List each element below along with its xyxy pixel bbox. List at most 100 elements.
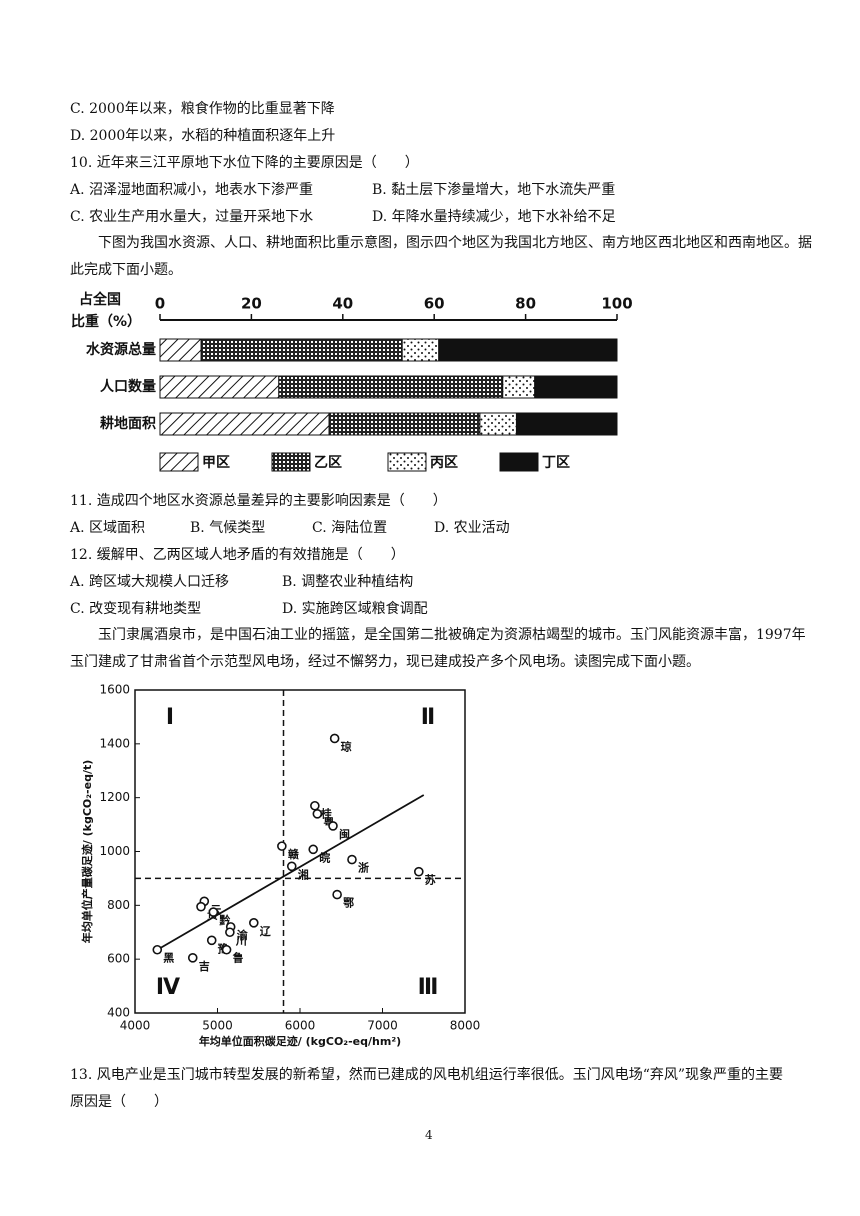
point-label: 闽 <box>339 827 350 841</box>
legend-swatch <box>159 452 199 472</box>
bar-segment <box>401 338 440 362</box>
point-label: 鲁 <box>233 951 244 965</box>
point-label: 浙 <box>358 861 369 875</box>
x-tick-label: 100 <box>601 295 632 313</box>
bar-segment <box>502 375 536 399</box>
legend-label: 甲区 <box>202 455 230 471</box>
data-point <box>413 866 424 877</box>
data-point <box>249 918 259 928</box>
data-point <box>152 944 163 955</box>
option: C. 海陆位置 <box>312 520 388 536</box>
y-tick-label: 1000 <box>99 844 130 858</box>
bar-segment <box>515 412 618 436</box>
x-tick-label: 5000 <box>202 1019 233 1033</box>
point-label: 吉 <box>199 959 210 973</box>
bar-segment <box>159 412 330 436</box>
bar-segment <box>534 375 618 399</box>
option: D. 实施跨区域粮食调配 <box>282 601 428 617</box>
point-label: 湘 <box>298 867 309 881</box>
question-stem: 12. 缓解甲、乙两区域人地矛盾的有效措施是（ ） <box>70 547 405 563</box>
option: B. 黏土层下渗量增大，地下水流失严重 <box>372 182 616 198</box>
legend-swatch <box>499 452 539 472</box>
legend-label: 丁区 <box>542 455 570 471</box>
question-stem: 13. 风电产业是玉门城市转型发展的新希望，然而已建成的风电机组运行率很低。玉门… <box>70 1067 784 1110</box>
data-point <box>196 901 206 912</box>
page-number: 4 <box>425 1128 433 1142</box>
x-tick-label: 40 <box>332 295 353 313</box>
data-point <box>332 889 342 900</box>
x-tick-label: 60 <box>424 295 445 313</box>
point-label: 黑 <box>163 952 174 965</box>
paragraph: 玉门隶属酒泉市，是中国石油工业的摇篮，是全国第二批被确定为资源枯竭型的城市。玉门… <box>70 627 806 670</box>
option: A. 跨区域大规模人口迁移 <box>70 574 230 590</box>
paragraph: 下图为我国水资源、人口、耕地面积比重示意图，图示四个地区为我国北方地区、南方地区… <box>70 235 812 278</box>
data-point <box>308 844 318 855</box>
quadrant-label: Ⅲ <box>418 975 439 1000</box>
bar-segment <box>200 338 403 362</box>
legend-label: 丙区 <box>430 455 458 471</box>
legend-swatch <box>387 452 427 472</box>
point-label: 赣 <box>288 847 300 861</box>
question-stem: 10. 近年来三江平原地下水位下降的主要原因是（ ） <box>70 155 419 171</box>
y-tick-label: 800 <box>107 898 130 912</box>
y-tick-label: 400 <box>107 1006 130 1020</box>
data-point <box>310 800 320 811</box>
option: C. 农业生产用水量大，过量开采地下水 <box>70 209 314 225</box>
bar-segment <box>278 375 504 399</box>
category-label: 水资源总量 <box>86 341 156 358</box>
x-tick-label: 0 <box>155 295 165 313</box>
option: D. 农业活动 <box>434 520 510 536</box>
y-tick-label: 600 <box>107 952 130 966</box>
legend-label: 乙区 <box>314 455 342 471</box>
option: D. 年降水量持续减少，地下水补给不足 <box>372 209 616 225</box>
scatter-chart: 4000 5000 6000 7000 8000 400 600 800 1000 1200 140… <box>80 683 481 1049</box>
data-point <box>225 927 235 938</box>
x-tick-label: 6000 <box>285 1019 316 1033</box>
point-label: 鄂 <box>343 896 354 910</box>
axis-title: 年均单位产量碳足迹/ (kgCO₂-eq/t) <box>80 760 94 944</box>
data-point <box>329 733 340 744</box>
x-tick-label: 8000 <box>450 1019 481 1033</box>
text-line: C. 2000年以来，粮食作物的比重显著下降 <box>70 101 335 117</box>
plot-frame <box>134 689 466 1014</box>
y-tick-label: 1600 <box>99 683 130 697</box>
x-tick-label: 7000 <box>367 1019 398 1033</box>
point-label: 桂 <box>320 807 332 821</box>
trend-line <box>159 794 425 950</box>
bar-segment <box>479 412 517 436</box>
quadrant-label: Ⅱ <box>421 705 436 730</box>
option: C. 改变现有耕地类型 <box>70 601 202 617</box>
option: B. 气候类型 <box>190 520 266 536</box>
x-tick-label: 20 <box>241 295 262 313</box>
point-label: 粤 <box>323 815 334 829</box>
axis-title: 比重（%） <box>71 313 141 330</box>
x-tick-label: 80 <box>515 295 536 313</box>
bar-segment <box>328 412 481 436</box>
point-label: 辽 <box>260 925 272 938</box>
data-point <box>328 821 338 831</box>
point-label: 皖 <box>319 850 330 864</box>
point-label: 苏 <box>425 873 436 887</box>
category-label: 人口数量 <box>100 378 156 395</box>
option: A. 区域面积 <box>70 520 146 536</box>
option: A. 沼泽湿地面积减小，地表水下渗严重 <box>70 182 314 198</box>
category-label: 耕地面积 <box>100 415 156 432</box>
axis-title: 年均单位面积碳足迹/ (kgCO₂-eq/hm²) <box>199 1034 401 1048</box>
data-point <box>286 861 297 872</box>
data-point <box>221 944 232 955</box>
x-tick-label: 4000 <box>120 1019 151 1033</box>
axis-title: 占全国 <box>79 291 121 308</box>
legend-swatch <box>271 452 311 472</box>
y-tick-label: 1200 <box>99 790 130 804</box>
quadrant-label: Ⅰ <box>166 705 174 730</box>
point-label: 渝 <box>237 928 249 942</box>
data-point <box>347 854 357 865</box>
data-point <box>187 953 198 963</box>
point-label: 川 <box>235 934 247 947</box>
data-point <box>312 809 323 819</box>
data-point <box>206 935 217 946</box>
data-point <box>208 907 219 917</box>
point-label: 琼 <box>341 739 352 753</box>
